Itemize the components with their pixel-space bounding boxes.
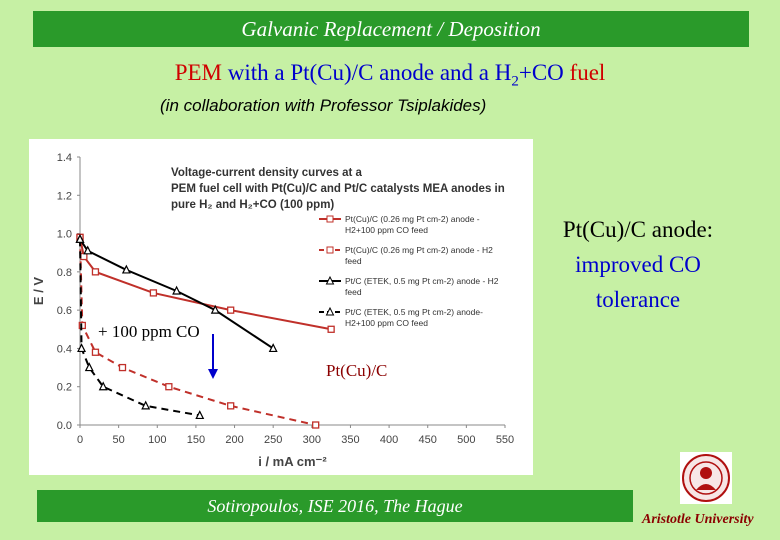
- x-tick-label: 50: [113, 434, 125, 446]
- subtitle-text: with a Pt(Cu)/C anode and a H2+CO fuel: [227, 60, 606, 90]
- x-tick-label: 100: [148, 434, 166, 446]
- subtitle: PEM with a Pt(Cu)/C anode and a H2+CO fu…: [0, 60, 780, 91]
- legend-entry: feed: [345, 256, 362, 266]
- y-tick-label: 1.2: [57, 190, 72, 202]
- series-4-point: [75, 233, 85, 243]
- series-1-point: [149, 289, 158, 297]
- legend-swatch-marker: [325, 275, 335, 285]
- y-tick-label: 0.4: [57, 343, 72, 355]
- legend-entry: Pt(Cu)/C (0.26 mg Pt cm-2) anode - H2: [345, 245, 493, 255]
- y-tick-label: 0.0: [57, 420, 72, 432]
- vi-chart: 0.0 0.2 0.4 0.6 0.8 1.0 1.2 1.4 0 50 100 150 200 250 3…: [31, 152, 514, 469]
- collaboration-note: (in collaboration with Professor Tsiplak…: [160, 96, 487, 115]
- subtitle-pem: PEM: [174, 60, 222, 85]
- chart-title-line: pure H₂ and H₂+CO (100 ppm): [171, 199, 334, 211]
- y-tick-label: 0.6: [57, 305, 72, 317]
- legend-entry: Pt/C (ETEK, 0.5 mg Pt cm-2) anode-: [345, 307, 483, 317]
- citation-banner: Sotiropoulos, ISE 2016, The Hague: [37, 490, 633, 522]
- legend-entry: Pt(Cu)/C (0.26 mg Pt cm-2) anode -: [345, 214, 480, 224]
- series-3-point: [268, 343, 278, 353]
- page-title: Galvanic Replacement / Deposition: [241, 16, 541, 41]
- series-2-point: [118, 363, 127, 372]
- series-4-point: [141, 400, 151, 410]
- side-note-line1: Pt(Cu)/C anode:: [562, 217, 714, 242]
- series-3-point: [172, 285, 182, 295]
- y-tick-label: 0.8: [57, 267, 72, 279]
- series-1-point: [227, 306, 235, 314]
- subtitle-sub: 2: [511, 73, 519, 90]
- series-2-point: [165, 383, 173, 391]
- university-name: Aristotle University: [642, 512, 754, 527]
- series-3-point: [210, 304, 220, 314]
- series-3-point: [83, 245, 93, 255]
- series-2-point: [227, 402, 235, 410]
- series-1-point: [80, 252, 88, 261]
- side-note: Pt(Cu)/C anode: improved CO tolerance: [540, 212, 736, 317]
- x-tick-label: 400: [380, 434, 398, 446]
- series-4-point: [84, 362, 94, 372]
- legend-swatch-marker: [325, 306, 335, 316]
- subtitle-part2: +CO: [518, 60, 570, 85]
- co-annotation: + 100 ppm CO: [98, 322, 200, 341]
- y-axis-label: E / V: [31, 277, 46, 306]
- y-tick-label: 1.0: [57, 229, 72, 241]
- x-tick-label: 0: [77, 434, 83, 446]
- title-banner: Galvanic Replacement / Deposition: [33, 11, 749, 47]
- legend-swatch-marker: [326, 246, 334, 254]
- side-note-line3: tolerance: [595, 287, 681, 312]
- x-tick-label: 300: [303, 434, 321, 446]
- subtitle-part1: with a Pt(Cu)/C anode and a H: [227, 60, 512, 85]
- x-tick-label: 450: [419, 434, 437, 446]
- university-seal-icon: [680, 452, 732, 504]
- legend-entry: Pt/C (ETEK, 0.5 mg Pt cm-2) anode - H2: [345, 276, 499, 286]
- y-tick-label: 0.2: [57, 382, 72, 394]
- side-note-line2: improved CO: [575, 252, 701, 277]
- series-4-point: [77, 343, 87, 353]
- y-tick-label: 1.4: [57, 152, 72, 164]
- x-axis-label: i / mA cm⁻²: [258, 454, 327, 469]
- series-line-1: [79, 237, 332, 331]
- legend-entry: H2+100 ppm CO feed: [345, 318, 428, 328]
- legend-entry: H2+100 ppm CO feed: [345, 225, 428, 235]
- chart-title-line: Voltage-current density curves at a: [171, 167, 362, 179]
- annotation-arrow-head: [208, 369, 218, 379]
- subtitle-fuel: fuel: [569, 60, 606, 85]
- x-tick-label: 500: [457, 434, 475, 446]
- series-4-point: [195, 410, 205, 420]
- series-1-point: [91, 268, 100, 276]
- legend-entry: feed: [345, 287, 362, 297]
- series-2-point: [78, 321, 86, 330]
- series-1-point: [327, 325, 335, 333]
- chart-panel: 0.0 0.2 0.4 0.6 0.8 1.0 1.2 1.4 0 50 100 150 200 250 3…: [29, 139, 533, 475]
- x-tick-label: 550: [496, 434, 514, 446]
- ptcu-annotation: Pt(Cu)/C: [326, 361, 388, 380]
- series-3-point: [121, 264, 131, 274]
- series-2-point: [91, 348, 100, 356]
- series-2-point: [312, 421, 320, 429]
- series-line-4: [79, 239, 200, 417]
- x-tick-label: 250: [264, 434, 282, 446]
- x-tick-label: 150: [187, 434, 205, 446]
- x-tick-label: 200: [225, 434, 243, 446]
- chart-title-line: PEM fuel cell with Pt(Cu)/C and Pt/C cat…: [171, 183, 505, 195]
- legend-swatch-marker: [326, 215, 334, 223]
- x-tick-label: 350: [341, 434, 359, 446]
- citation-text: Sotiropoulos, ISE 2016, The Hague: [207, 495, 463, 516]
- series-4-point: [98, 381, 108, 391]
